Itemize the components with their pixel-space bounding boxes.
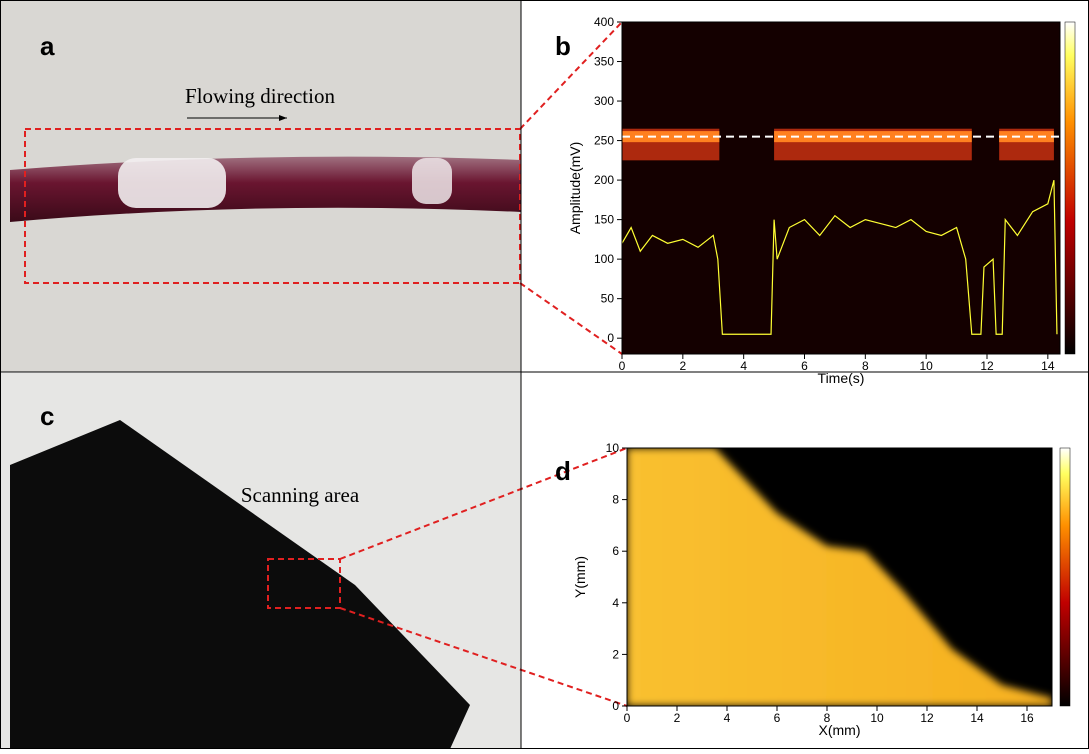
x-tick-label: 12 xyxy=(980,359,994,373)
x-tick-label: 6 xyxy=(774,711,781,725)
x-tick-label: 8 xyxy=(824,711,831,725)
y-tick-label: 0 xyxy=(607,331,614,345)
x-tick-label: 0 xyxy=(624,711,631,725)
colorbar xyxy=(1059,447,1071,707)
y-tick-label: 10 xyxy=(606,441,620,455)
x-tick-label: 4 xyxy=(724,711,731,725)
x-tick-label: 10 xyxy=(870,711,884,725)
signal-band-core xyxy=(622,131,720,143)
x-tick-label: 10 xyxy=(919,359,933,373)
panel-label: b xyxy=(555,31,571,61)
y-tick-label: 150 xyxy=(594,213,614,227)
y-tick-label: 200 xyxy=(594,173,614,187)
y-axis-label: Y(mm) xyxy=(572,556,588,598)
wafer xyxy=(10,420,470,749)
y-axis-label: Amplitude(mV) xyxy=(567,142,583,235)
y-tick-label: 400 xyxy=(594,15,614,29)
x-tick-label: 14 xyxy=(970,711,984,725)
axes-box xyxy=(626,447,1053,707)
x-tick-label: 16 xyxy=(1020,711,1034,725)
y-tick-label: 0 xyxy=(612,699,619,713)
y-tick-label: 50 xyxy=(601,292,615,306)
zoom-line xyxy=(519,282,623,355)
zoom-line xyxy=(339,447,628,560)
x-tick-label: 2 xyxy=(674,711,681,725)
y-tick-label: 100 xyxy=(594,252,614,266)
panel-label: a xyxy=(40,31,55,61)
series-line xyxy=(621,179,1058,335)
axes-box xyxy=(621,21,1061,355)
y-tick-label: 300 xyxy=(594,94,614,108)
x-tick-label: 14 xyxy=(1041,359,1055,373)
y-tick-label: 250 xyxy=(594,134,614,148)
x-axis-label: Time(s) xyxy=(818,370,865,386)
x-tick-label: 0 xyxy=(619,359,626,373)
heatmap xyxy=(627,448,1052,706)
zoom-line xyxy=(519,21,623,130)
x-axis-label: X(mm) xyxy=(819,722,861,738)
panel-label: d xyxy=(555,456,571,486)
x-tick-label: 12 xyxy=(920,711,934,725)
zoom-box xyxy=(24,128,521,284)
y-tick-label: 6 xyxy=(612,544,619,558)
colorbar xyxy=(1064,21,1076,355)
bubble xyxy=(118,158,226,208)
plot-area xyxy=(622,22,1060,354)
y-tick-label: 350 xyxy=(594,55,614,69)
y-tick-label: 2 xyxy=(612,647,619,661)
bubble xyxy=(412,158,452,204)
y-tick-label: 4 xyxy=(612,596,619,610)
x-tick-label: 2 xyxy=(679,359,686,373)
y-tick-label: 8 xyxy=(612,493,619,507)
arrow-head xyxy=(279,115,287,121)
x-tick-label: 4 xyxy=(740,359,747,373)
zoom-line xyxy=(339,607,628,707)
panel-label: c xyxy=(40,401,54,431)
annotation: Scanning area xyxy=(241,483,360,507)
annotation: Flowing direction xyxy=(185,84,335,108)
zoom-box xyxy=(267,558,341,609)
x-tick-label: 6 xyxy=(801,359,808,373)
x-tick-label: 8 xyxy=(862,359,869,373)
